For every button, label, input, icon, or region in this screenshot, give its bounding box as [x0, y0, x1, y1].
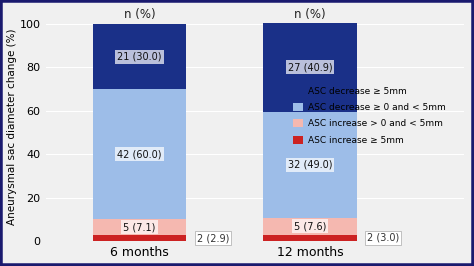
Bar — [92, 219, 186, 235]
Bar — [263, 235, 357, 241]
Text: 32 (49.0): 32 (49.0) — [288, 160, 332, 170]
Legend: ASC decrease ≥ 5mm, ASC decrease ≥ 0 and < 5mm, ASC increase > 0 and < 5mm, ASC : ASC decrease ≥ 5mm, ASC decrease ≥ 0 and… — [292, 87, 446, 145]
Text: 2 (3.0): 2 (3.0) — [367, 233, 400, 243]
Bar — [92, 235, 186, 241]
Text: 2 (2.9): 2 (2.9) — [197, 233, 229, 243]
Text: 5 (7.6): 5 (7.6) — [294, 221, 326, 231]
Text: 5 (7.1): 5 (7.1) — [123, 222, 155, 232]
Text: 27 (40.9): 27 (40.9) — [288, 62, 332, 72]
Text: 21 (30.0): 21 (30.0) — [117, 52, 162, 61]
Bar — [263, 23, 357, 112]
Text: 42 (60.0): 42 (60.0) — [117, 149, 162, 159]
Bar — [92, 89, 186, 219]
Bar — [263, 112, 357, 218]
Bar — [92, 24, 186, 89]
Y-axis label: Aneurysmal sac diameter change (%): Aneurysmal sac diameter change (%) — [7, 29, 17, 225]
Bar — [263, 218, 357, 235]
Text: n (%): n (%) — [124, 8, 155, 21]
Text: n (%): n (%) — [294, 8, 326, 21]
